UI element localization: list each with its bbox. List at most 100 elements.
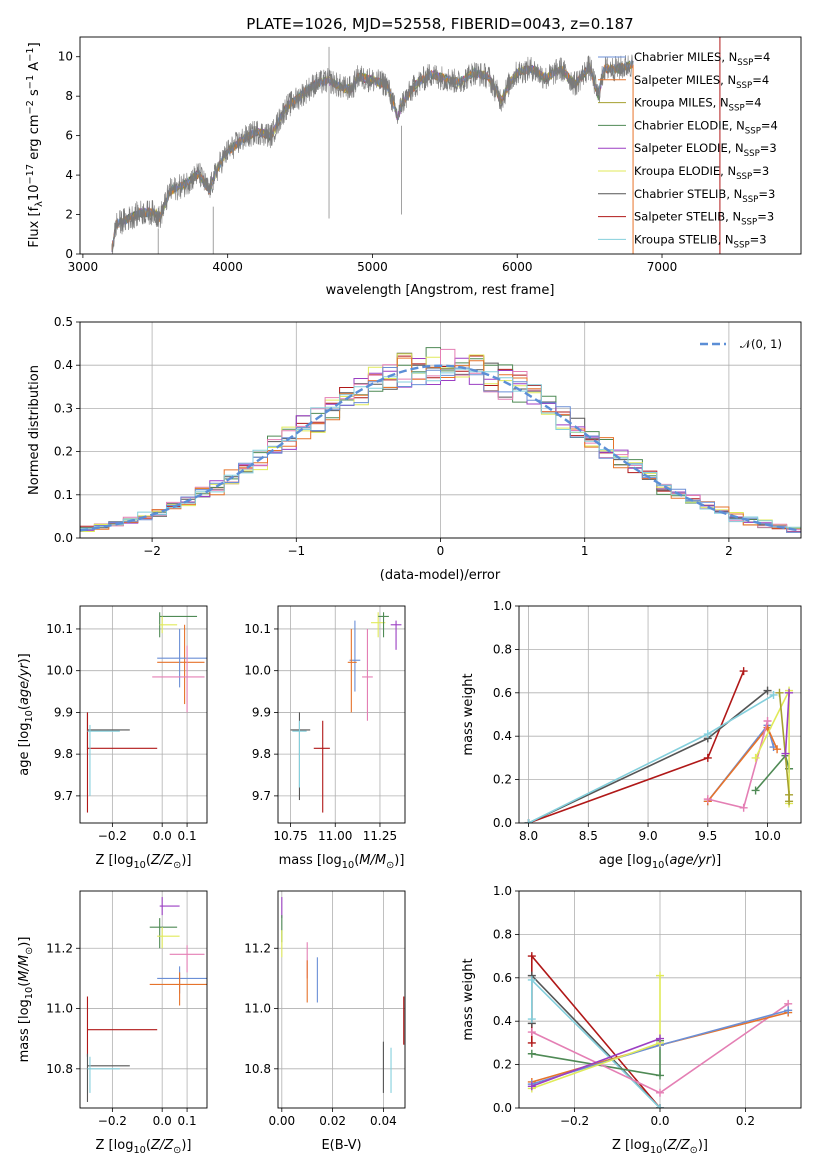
y-tick-label: 9.9	[252, 705, 271, 719]
x-tick-label: −0.2	[98, 829, 127, 843]
y-tick-label: 9.7	[252, 789, 271, 803]
x-axis-label: wavelength [Angstrom, rest frame]	[326, 283, 555, 298]
y-tick-label: 4	[65, 168, 73, 182]
legend-label: Kroupa ELODIE, NSSP=3	[634, 164, 769, 182]
data-point-marker	[763, 686, 772, 695]
data-point-marker	[527, 1049, 536, 1058]
y-axis-label: Flux [fλ10−17 erg cm−2 s−1 A−1]	[25, 42, 45, 247]
x-tick-label: 8.0	[519, 829, 538, 843]
plot-area	[524, 667, 794, 823]
legend-label: 𝒩(0, 1)	[740, 337, 782, 351]
y-tick-label: 0.6	[493, 686, 512, 700]
data-point-marker	[763, 717, 772, 726]
data-point-marker	[527, 1028, 536, 1037]
x-axis-label: (data-model)/error	[380, 568, 501, 583]
axes-frame	[518, 890, 802, 1109]
y-axis-label: mass [log10(M/M⊙)]	[17, 937, 35, 1063]
legend-label: Salpeter MILES, NSSP=4	[634, 73, 769, 91]
data-point-marker	[775, 688, 784, 697]
mass-weight-line	[531, 1037, 661, 1088]
histogram-step	[80, 357, 801, 532]
legend-label: Salpeter ELODIE, NSSP=3	[634, 141, 777, 159]
x-tick-label: 1	[581, 544, 589, 558]
x-tick-label: 0.04	[370, 1114, 397, 1128]
y-tick-label: 10	[58, 50, 73, 64]
x-tick-label: 0.0	[650, 1114, 669, 1128]
y-axis-label: mass weight	[461, 958, 476, 1040]
y-tick-label: 0.4	[493, 729, 512, 743]
x-tick-label: 10.75	[273, 829, 307, 843]
y-tick-label: 9.7	[54, 789, 73, 803]
data-point-marker	[773, 745, 782, 754]
data-point-marker	[527, 1038, 536, 1047]
data-point-marker	[656, 1104, 664, 1108]
model-spectrum-line	[111, 61, 634, 249]
y-tick-label: 0.4	[493, 1014, 512, 1028]
y-axis-label: age [log10(age/yr)]	[17, 653, 35, 776]
data-point-marker	[785, 688, 794, 697]
data-point-marker	[656, 1071, 664, 1080]
legend-label: Kroupa STELIB, NSSP=3	[634, 232, 767, 250]
plot-area	[111, 37, 721, 254]
x-tick-label: 6000	[502, 260, 533, 274]
data-point-marker	[769, 690, 778, 699]
x-tick-label: 0	[437, 544, 445, 558]
model-spectrum-line	[111, 61, 634, 250]
x-tick-label: 0.1	[178, 829, 197, 843]
y-axis-label: Normed distribution	[27, 365, 42, 495]
model-spectrum-line	[111, 60, 634, 247]
x-tick-label: 0.2	[736, 1114, 755, 1128]
data-point-marker	[527, 1082, 536, 1091]
data-point-marker	[784, 1006, 793, 1015]
plot-area	[86, 612, 207, 813]
x-tick-label: −0.2	[560, 1114, 589, 1128]
figure-title: PLATE=1026, MJD=52558, FIBERID=0043, z=0…	[246, 15, 633, 33]
panel-mass_vs_ebv: 0.00 0.02 0.04 10.8 11.0 11.2 E(B-V)	[244, 890, 406, 1153]
axes-frame	[277, 890, 406, 1109]
plot-area	[86, 897, 207, 1102]
y-tick-label: 0.5	[54, 315, 73, 329]
x-axis-label: E(B-V)	[321, 1138, 361, 1153]
x-axis-label: mass [log10(M/M⊙)]	[279, 853, 405, 871]
y-tick-label: 8	[65, 89, 73, 103]
data-point-marker	[527, 1015, 536, 1024]
y-tick-label: 10.1	[46, 622, 73, 636]
y-tick-label: 10.1	[244, 622, 271, 636]
model-spectrum-line	[111, 60, 634, 253]
y-tick-label: 10.0	[46, 664, 73, 678]
y-tick-label: 11.0	[244, 1002, 271, 1016]
x-tick-label: 0.0	[153, 829, 172, 843]
x-tick-label: 5000	[357, 260, 388, 274]
data-point-marker	[703, 753, 712, 762]
plot-area	[281, 897, 405, 1093]
y-tick-label: 9.9	[54, 705, 73, 719]
panel-weight_vs_Z: −0.2 0.0 0.2 0.0 0.2 0.4 0.6 0.8 1.0 Z [log10(Z/Z…	[461, 884, 802, 1156]
plot-area	[527, 952, 793, 1108]
x-axis-label: age [log10(age/yr)]	[599, 853, 722, 871]
mass-weight-line	[531, 978, 661, 1108]
plot-area	[290, 612, 402, 813]
x-tick-label: −0.2	[98, 1114, 127, 1128]
panel-spectrum: 3000 4000 5000 6000 7000 0 2 4 6 8 10 Chabrier MILE…	[25, 36, 802, 298]
x-tick-label: 2	[725, 544, 733, 558]
legend-label: Chabrier MILES, NSSP=4	[634, 50, 770, 68]
y-tick-label: 0.8	[493, 927, 512, 941]
panel-residuals: −2 −1 0 1 2 0.0 0.1 0.2 0.3 0.4 0.5 𝒩(0, 1) (data-mo…	[27, 315, 802, 583]
x-tick-label: 9.0	[639, 829, 658, 843]
data-point-marker	[781, 749, 790, 758]
y-tick-label: 11.0	[46, 1002, 73, 1016]
x-tick-label: 11.00	[318, 829, 352, 843]
data-point-marker	[656, 1034, 664, 1043]
y-tick-label: 1.0	[493, 884, 512, 898]
y-tick-label: 9.8	[252, 747, 271, 761]
data-point-marker	[527, 975, 536, 984]
x-tick-label: 0.0	[153, 1114, 172, 1128]
y-tick-label: 10.8	[46, 1062, 73, 1076]
data-point-marker	[739, 803, 748, 812]
panel-weight_vs_age: 8.0 8.5 9.0 9.5 10.0 0.0 0.2 0.4 0.6 0.8 1.0 age [l…	[461, 599, 802, 871]
x-tick-label: 11.25	[363, 829, 397, 843]
mass-weight-line	[754, 754, 790, 792]
mass-weight-line	[531, 953, 661, 1108]
y-tick-label: 0.2	[54, 445, 73, 459]
